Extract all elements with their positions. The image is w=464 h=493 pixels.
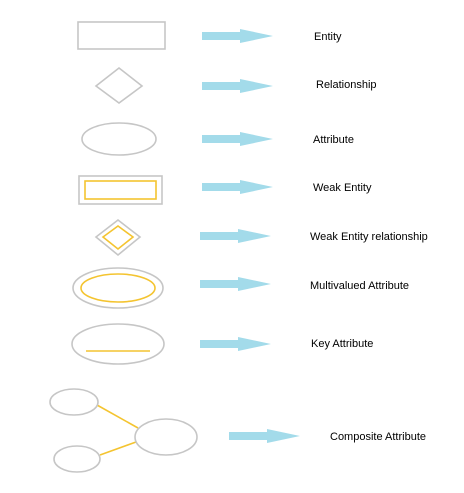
relationship-label: Relationship <box>316 79 377 91</box>
arrow-icon <box>202 29 273 43</box>
entity-rectangle-shape <box>77 21 166 50</box>
attribute-ellipse-shape <box>81 122 157 156</box>
weak-entity-inner-rectangle-shape <box>84 180 157 200</box>
weak-entity-outer-rectangle-shape <box>78 175 163 205</box>
legend-row-weak-entity-relationship: Weak Entity relationship <box>94 218 428 257</box>
weak-relationship-outer-diamond-shape <box>94 218 142 257</box>
weak-entity-relationship-label: Weak Entity relationship <box>310 231 428 243</box>
weak-entity-label: Weak Entity <box>313 182 372 194</box>
composite-connector-line <box>99 441 137 456</box>
composite-attribute-ellipse-shape <box>134 418 198 456</box>
legend-row-attribute: Attribute <box>81 122 354 156</box>
composite-connector-line <box>96 404 139 429</box>
legend-row-entity: Entity <box>77 21 342 50</box>
multivalued-outer-ellipse-shape <box>72 267 164 309</box>
arrow-icon <box>200 229 271 243</box>
legend-row-multivalued-attribute: Multivalued Attribute <box>72 267 409 309</box>
arrow-icon <box>202 180 273 194</box>
arrow-icon <box>229 429 300 443</box>
arrow-icon <box>202 79 273 93</box>
composite-attribute-label: Composite Attribute <box>330 431 426 443</box>
legend-row-relationship: Relationship <box>94 66 377 104</box>
arrow-icon <box>200 277 271 291</box>
relationship-diamond-shape <box>94 66 144 104</box>
legend-row-key-attribute: Key Attribute <box>71 323 373 365</box>
composite-sub-attribute-ellipse-shape <box>53 445 101 473</box>
entity-label: Entity <box>314 31 342 43</box>
arrow-icon <box>202 132 273 146</box>
multivalued-inner-ellipse-shape <box>80 273 156 303</box>
key-attribute-ellipse-shape <box>71 323 165 365</box>
legend-row-weak-entity: Weak Entity <box>78 175 372 205</box>
composite-sub-attribute-ellipse-shape <box>49 388 99 416</box>
weak-relationship-inner-diamond-shape <box>101 225 135 251</box>
attribute-label: Attribute <box>313 134 354 146</box>
legend-row-composite-attribute: Composite Attribute <box>49 388 426 473</box>
key-attribute-label: Key Attribute <box>311 338 373 350</box>
multivalued-attribute-label: Multivalued Attribute <box>310 280 409 292</box>
arrow-icon <box>200 337 271 351</box>
